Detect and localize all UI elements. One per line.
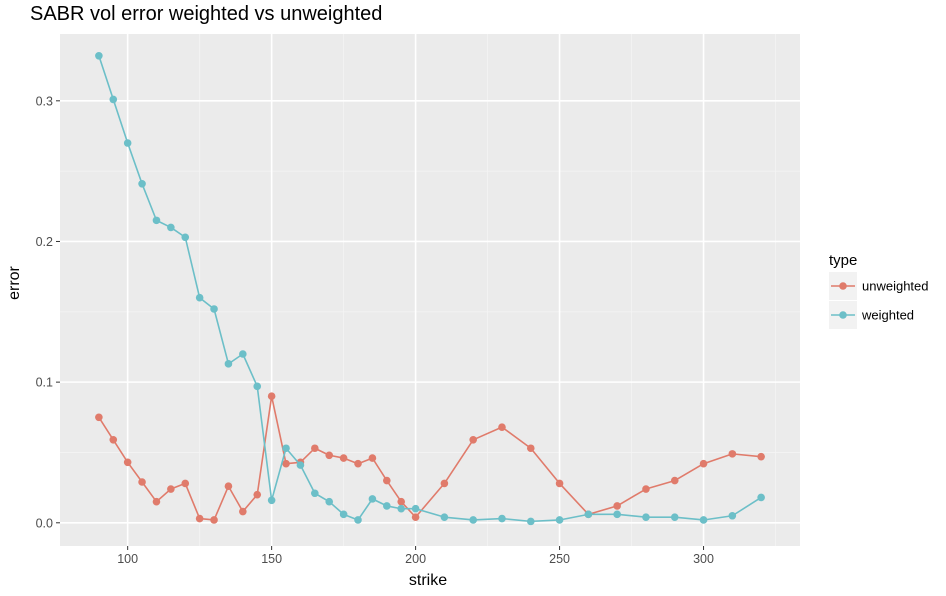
data-point-unweighted [138, 478, 146, 486]
data-point-weighted [123, 139, 132, 147]
data-point-weighted [440, 513, 449, 521]
data-point-weighted [670, 513, 679, 521]
y-axis-title: error [6, 265, 23, 299]
data-point-unweighted [354, 459, 362, 468]
data-point-unweighted [123, 458, 132, 467]
data-point-weighted [282, 444, 290, 453]
plot-panel [60, 34, 800, 546]
data-point-unweighted [642, 485, 650, 493]
data-point-weighted [383, 502, 391, 510]
data-point-unweighted [498, 423, 506, 431]
data-point-weighted [397, 504, 406, 513]
data-point-weighted [296, 461, 305, 469]
legend-title: type [829, 252, 857, 269]
data-point-weighted [311, 489, 319, 498]
data-point-weighted [239, 350, 247, 358]
data-point-unweighted [195, 514, 204, 523]
data-point-unweighted [411, 513, 420, 521]
data-point-unweighted [95, 413, 103, 422]
data-point-weighted [469, 516, 477, 524]
x-tick-label: 250 [549, 552, 570, 566]
data-point-unweighted [728, 450, 737, 458]
x-tick-label: 200 [405, 552, 426, 566]
legend-item-weighted: weighted [829, 301, 914, 329]
data-point-unweighted [699, 459, 708, 468]
data-point-weighted [498, 514, 506, 523]
data-point-unweighted [613, 502, 621, 510]
data-point-unweighted [555, 479, 564, 488]
series-weighted [95, 52, 765, 526]
data-point-weighted [339, 510, 348, 519]
legend-label: weighted [861, 308, 914, 323]
x-axis-title: strike [409, 572, 447, 589]
y-tick-label: 0.0 [36, 516, 53, 530]
data-point-unweighted [239, 507, 247, 516]
chart-title: SABR vol error weighted vs unweighted [30, 3, 382, 25]
data-point-unweighted [311, 444, 319, 453]
legend-item-unweighted: unweighted [829, 272, 929, 300]
data-point-weighted [526, 517, 535, 526]
data-point-weighted [555, 516, 564, 524]
data-point-unweighted [181, 479, 190, 488]
data-point-weighted [642, 513, 650, 521]
data-point-weighted [757, 493, 765, 502]
data-point-unweighted [757, 452, 765, 461]
data-point-weighted [253, 382, 262, 391]
data-point-weighted [613, 510, 621, 519]
data-point-weighted [167, 223, 175, 232]
legend: type unweighted weighted [829, 252, 929, 329]
data-point-weighted [728, 511, 737, 520]
x-tick-label: 300 [693, 552, 714, 566]
series-layer [95, 52, 765, 526]
axis-ticks: 100 150 200 250 300 0.0 0.1 0.2 0.3 [36, 94, 714, 566]
y-tick-label: 0.3 [36, 94, 53, 108]
data-point-weighted [411, 504, 420, 513]
data-point-weighted [181, 233, 190, 242]
data-point-weighted [267, 496, 276, 505]
data-point-weighted [152, 216, 161, 225]
data-point-weighted [95, 52, 103, 60]
data-point-unweighted [526, 444, 535, 453]
y-tick-label: 0.2 [36, 235, 53, 249]
data-point-unweighted [469, 436, 477, 444]
data-point-weighted [699, 516, 708, 524]
data-point-unweighted [325, 451, 334, 460]
data-point-weighted [584, 510, 593, 519]
data-point-unweighted [383, 476, 391, 485]
legend-key-point [839, 282, 847, 290]
data-point-unweighted [440, 479, 449, 488]
data-point-weighted [224, 360, 233, 368]
x-tick-label: 100 [117, 552, 138, 566]
data-point-unweighted [670, 476, 679, 485]
x-tick-label: 150 [261, 552, 282, 566]
data-point-unweighted [152, 497, 161, 506]
legend-key-point [839, 311, 847, 319]
data-point-weighted [210, 305, 218, 313]
data-point-unweighted [368, 454, 377, 462]
data-point-unweighted [210, 516, 218, 524]
grid-minor [60, 34, 800, 546]
data-point-unweighted [282, 459, 290, 468]
data-point-weighted [109, 95, 118, 104]
data-point-unweighted [339, 454, 348, 462]
data-point-unweighted [167, 485, 175, 493]
y-tick-label: 0.1 [36, 376, 53, 390]
data-point-weighted [368, 495, 377, 503]
data-point-weighted [354, 516, 362, 524]
data-point-unweighted [397, 497, 406, 506]
data-point-unweighted [267, 392, 276, 400]
data-point-unweighted [224, 482, 233, 491]
data-point-unweighted [253, 490, 262, 499]
data-point-weighted [325, 497, 334, 506]
data-point-weighted [195, 293, 204, 302]
series-unweighted [95, 392, 765, 524]
data-point-weighted [138, 180, 146, 188]
data-point-unweighted [109, 436, 118, 444]
legend-label: unweighted [862, 279, 929, 294]
